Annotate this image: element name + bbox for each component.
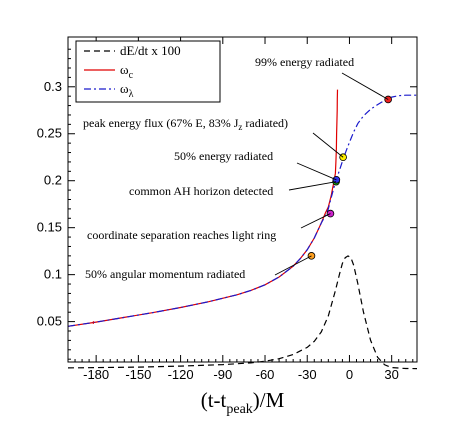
x-tick-label: -60: [256, 367, 275, 382]
annotation-label: 50% angular momentum radiated: [85, 267, 245, 281]
annotation-leader: [288, 181, 337, 191]
x-tick-label: 30: [384, 367, 398, 382]
annotation-label: 99% energy radiated: [255, 55, 354, 69]
y-tick-label: 0.25: [37, 126, 62, 141]
annotation-leader: [296, 162, 337, 181]
x-axis-label-sub: peak: [226, 402, 252, 417]
x-axis-label-main: (t-t: [201, 388, 227, 412]
annotations: 99% energy radiated peak energy flux (67%…: [83, 55, 389, 281]
legend-label: ωλ: [120, 81, 134, 100]
x-axis-label-tail: )/M: [253, 388, 285, 412]
y-tick-label: 0.3: [44, 79, 62, 94]
annotation-label: common AH horizon detected: [129, 184, 273, 198]
annotation-leader: [341, 72, 389, 100]
tick-labels: -180 -150 -120 -90 -60 -30 0 30 0.05 0.1 0.15 0.2 0.…: [37, 79, 399, 382]
y-tick-label: 0.1: [44, 267, 62, 282]
x-tick-label: -150: [125, 367, 151, 382]
event-markers: [307, 95, 392, 260]
series-line-omega-lambda: [67, 94, 417, 327]
legend-label: dE/dt x 100: [120, 43, 181, 58]
annotation-label: coordinate separation reaches light ring: [87, 228, 276, 242]
annotation-label: 50% energy radiated: [174, 149, 273, 163]
plot-frame: [67, 36, 418, 363]
x-tick-label: -120: [168, 367, 194, 382]
annotation-leader: [312, 132, 344, 158]
x-tick-label: -180: [83, 367, 109, 382]
y-tick-label: 0.15: [37, 220, 62, 235]
x-tick-label: 0: [346, 367, 353, 382]
annotation-label: peak energy flux (67% E, 83% Jz radiated…: [83, 116, 288, 132]
y-tick-label: 0.2: [44, 173, 62, 188]
y-tick-label: 0.05: [37, 314, 62, 329]
series-lines: [67, 89, 418, 370]
x-tick-label: -30: [298, 367, 317, 382]
x-tick-label: -90: [213, 367, 232, 382]
annotation-leader: [274, 255, 312, 276]
annotation-leader: [300, 213, 331, 229]
series-line-omega-c: [67, 89, 339, 327]
x-axis-label: (t-tpeak)/M: [201, 388, 285, 417]
series-line-dedt: [67, 255, 418, 370]
tick-marks: [68, 37, 417, 362]
legend-label: ωc: [120, 62, 134, 81]
